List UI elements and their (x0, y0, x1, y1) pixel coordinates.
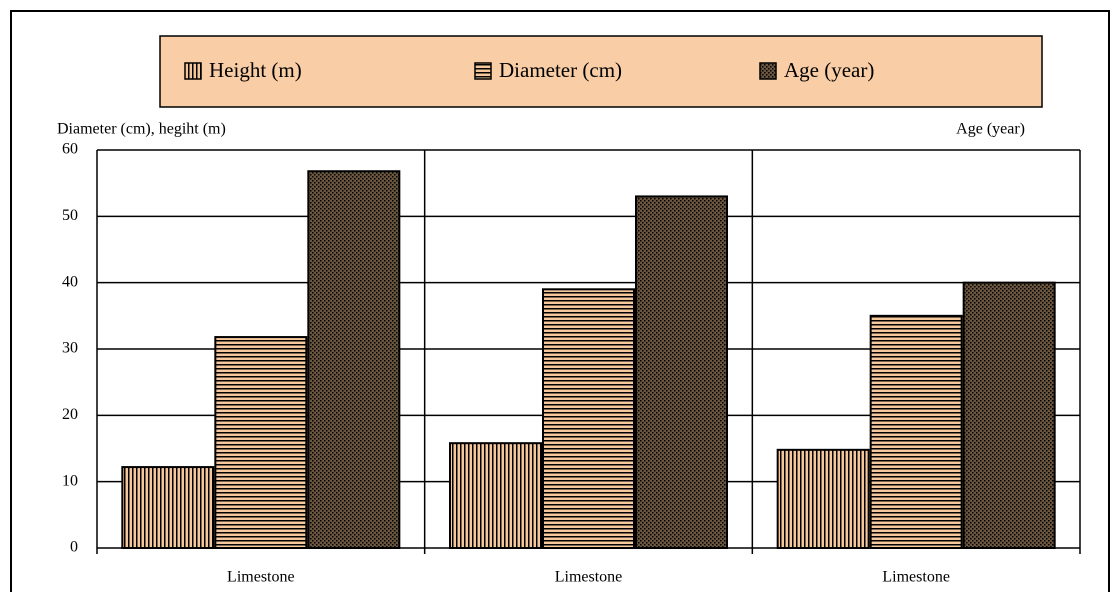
legend-box (159, 35, 1043, 108)
y2-axis-label: Age (year) (956, 121, 1025, 138)
legend-label: Height (m) (209, 58, 302, 82)
legend-label: Diameter (cm) (499, 58, 622, 82)
y-tick-label: 30 (62, 340, 78, 357)
bar (542, 288, 635, 549)
y-tick-label: 0 (70, 539, 78, 556)
bar (635, 195, 728, 550)
x-tick-label: Limestone (882, 569, 950, 586)
y-tick-label: 20 (62, 406, 78, 423)
legend-swatch (474, 62, 492, 80)
bar (962, 281, 1056, 549)
x-tick-label: Limestone (555, 569, 623, 586)
x-tick-label: Limestone (227, 569, 295, 586)
bar (449, 442, 542, 549)
y-tick-label: 40 (62, 273, 78, 290)
y-tick-label: 10 (62, 472, 78, 489)
bar (776, 448, 870, 549)
legend-swatch (759, 62, 777, 80)
bar (121, 466, 215, 549)
y-axis-label: Diameter (cm), hegiht (m) (57, 121, 226, 138)
bar (869, 314, 963, 550)
frame (10, 10, 1110, 592)
legend-swatch (184, 62, 202, 80)
legend-label: Age (year) (784, 58, 874, 82)
bar (307, 170, 401, 550)
y-tick-label: 50 (62, 207, 78, 224)
bar (214, 336, 308, 549)
y-tick-label: 60 (62, 141, 78, 158)
